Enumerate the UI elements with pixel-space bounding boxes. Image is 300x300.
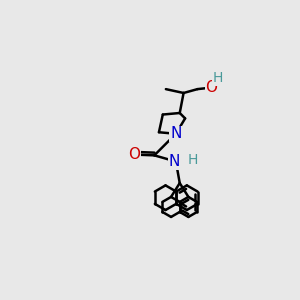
Text: O: O <box>205 80 217 95</box>
Text: N: N <box>169 154 180 169</box>
Text: N: N <box>170 126 182 141</box>
Text: H: H <box>188 153 198 167</box>
Text: O: O <box>128 147 140 162</box>
Text: H: H <box>212 71 223 85</box>
